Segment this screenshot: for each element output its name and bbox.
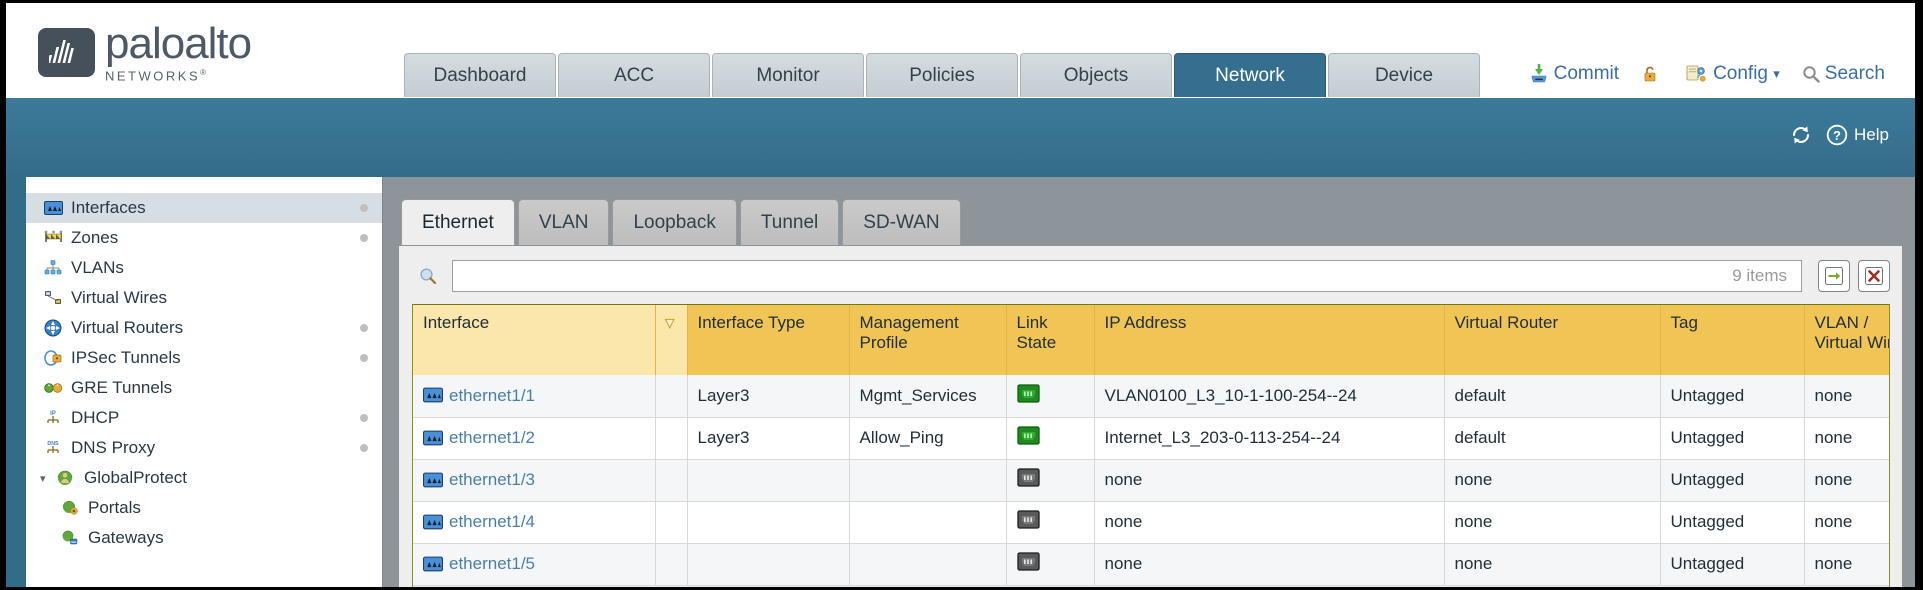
svg-text:?: ? <box>1833 128 1841 143</box>
